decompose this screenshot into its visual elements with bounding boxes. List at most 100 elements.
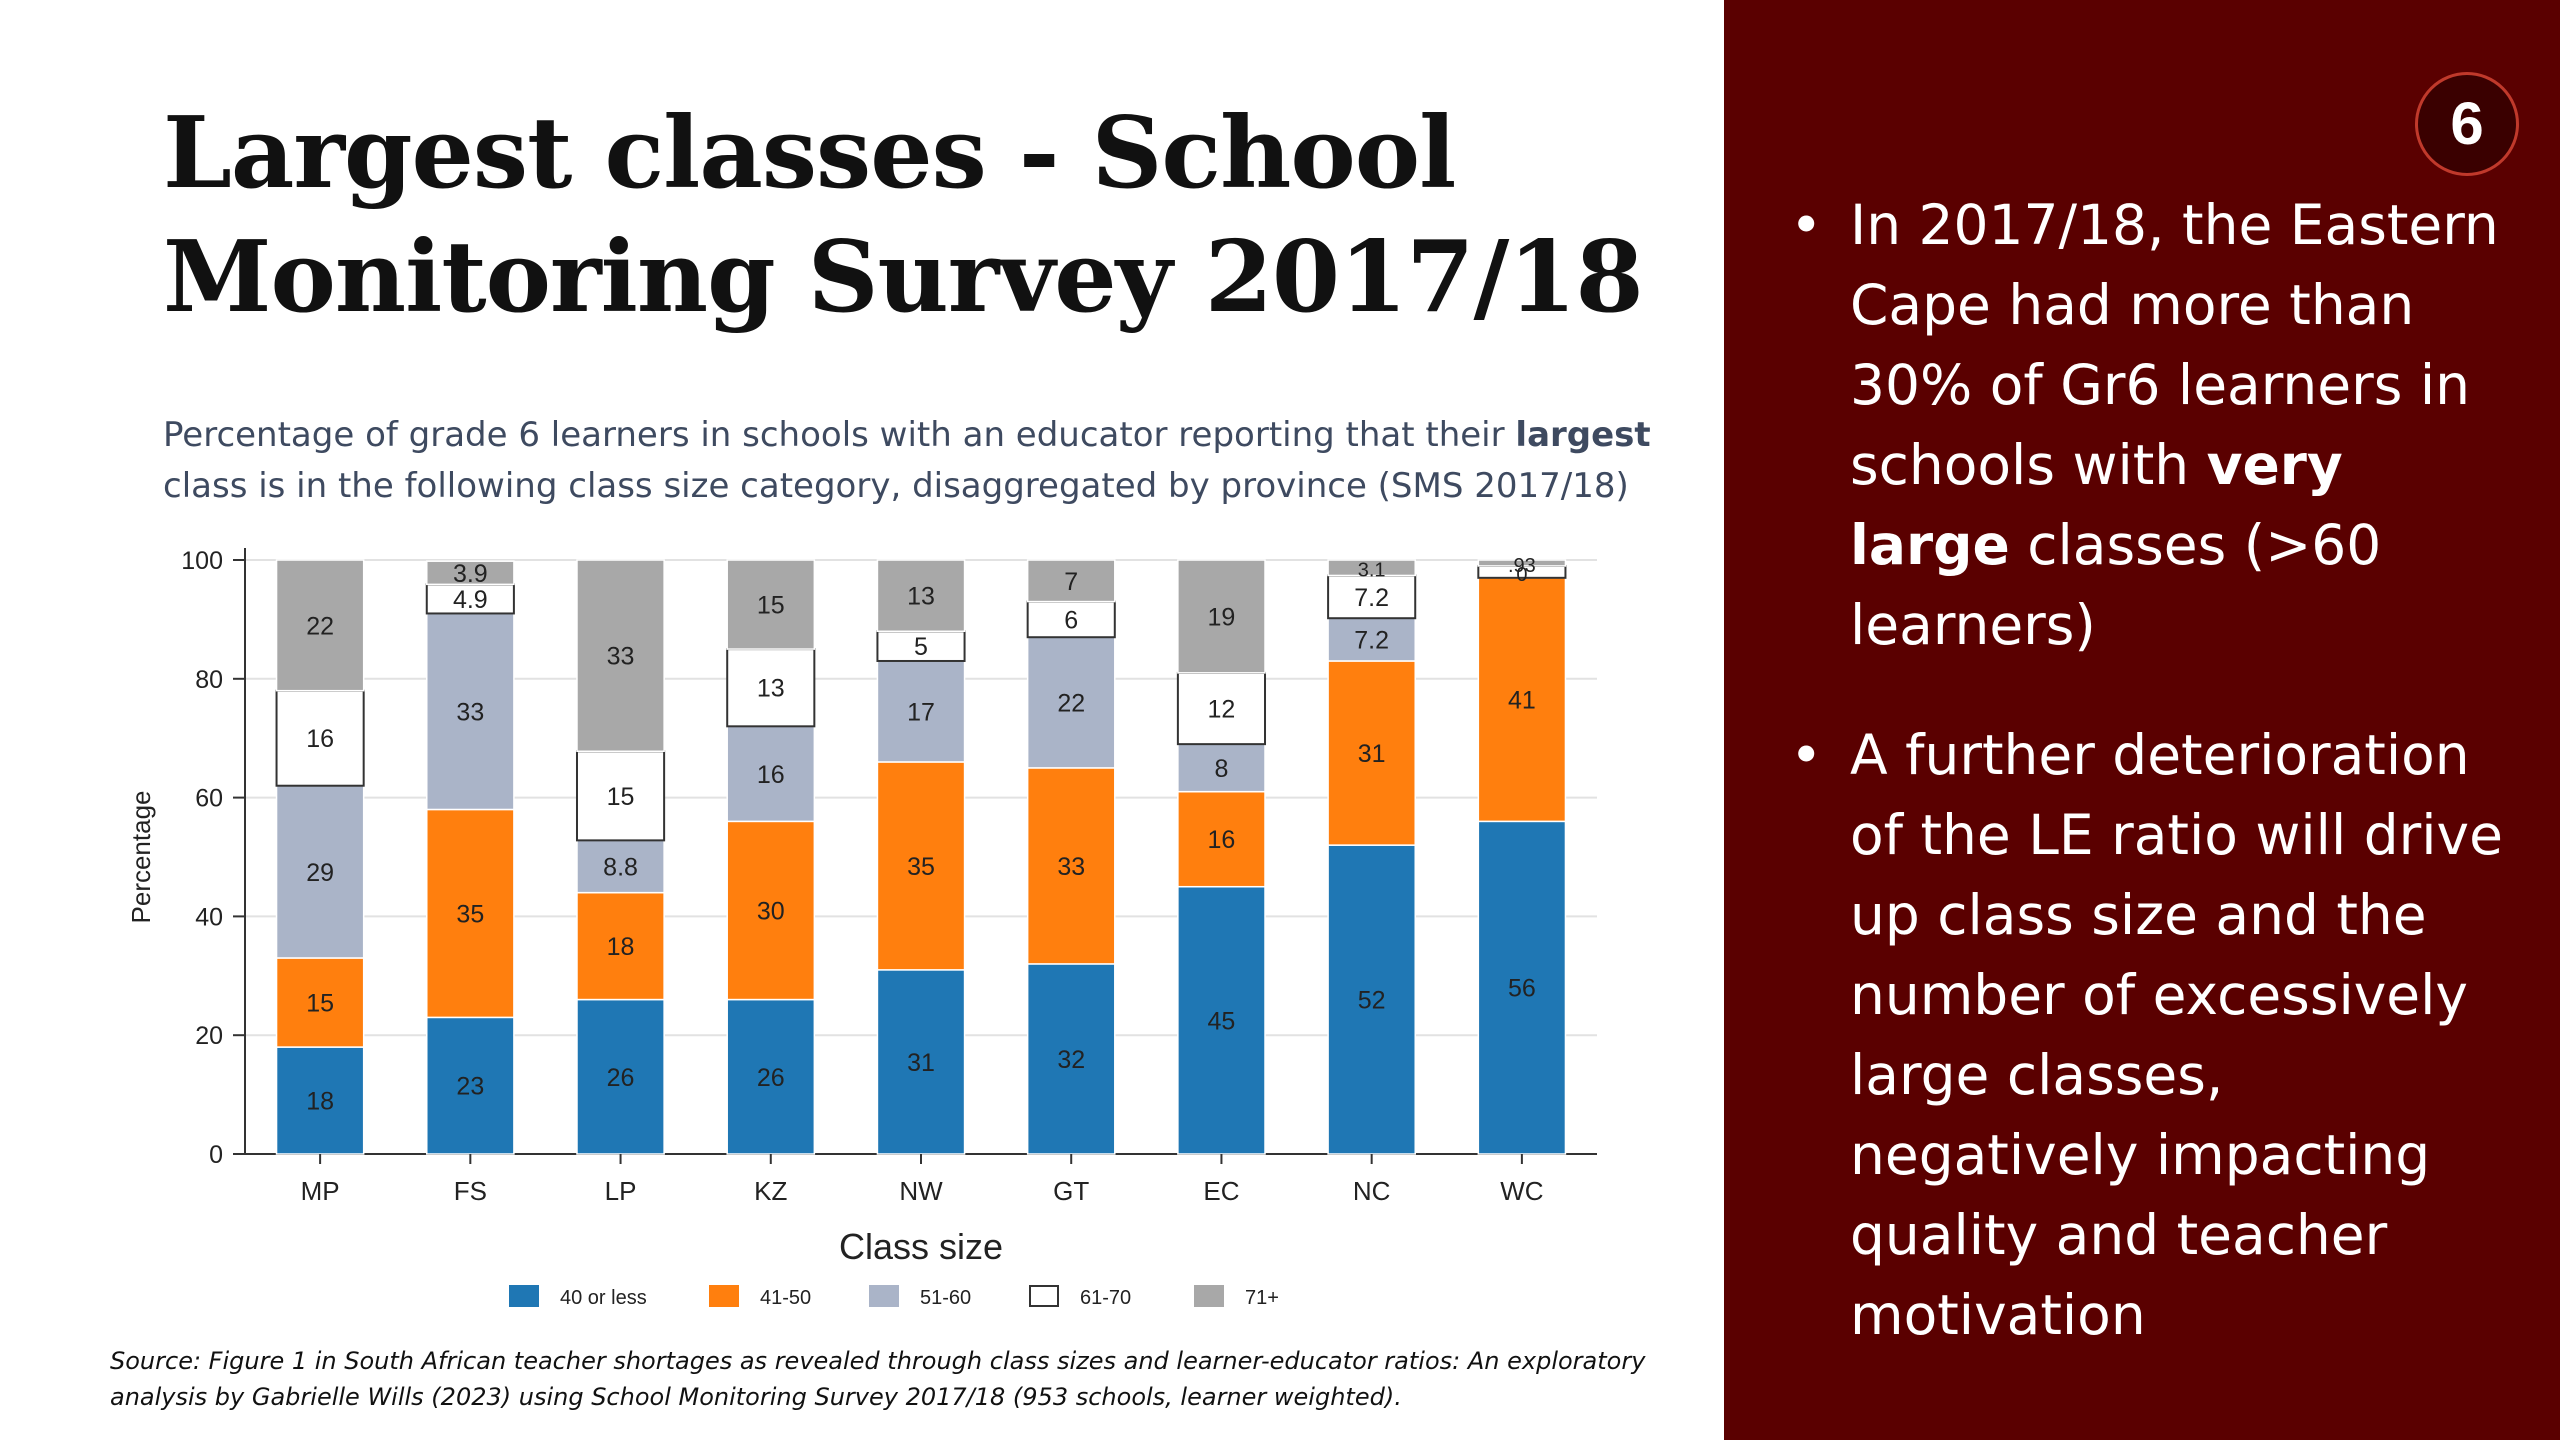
data-label: 15 bbox=[607, 783, 635, 811]
slide-content: Largest classes - School Monitoring Surv… bbox=[110, 92, 1683, 1411]
data-label: 35 bbox=[907, 853, 935, 881]
legend-swatch bbox=[1029, 1285, 1059, 1307]
data-label: 33 bbox=[607, 643, 635, 671]
data-label: 41 bbox=[1508, 687, 1536, 715]
bar-segment bbox=[1177, 790, 1266, 888]
data-label: 16 bbox=[306, 725, 334, 753]
data-label: 22 bbox=[306, 612, 334, 640]
bar-segment bbox=[876, 660, 966, 763]
legend-label: 61-70 bbox=[1080, 1287, 1131, 1309]
bar-segment bbox=[876, 559, 966, 633]
bar-segment bbox=[1327, 660, 1416, 846]
stacked-bar-chart: 0204060801001815291622MP2335334.93.9FS26… bbox=[126, 547, 1597, 1309]
bullet-1-text-end: classes (>60 learners) bbox=[1850, 513, 2382, 657]
slide-title: Largest classes - School Monitoring Surv… bbox=[163, 92, 1683, 340]
data-label: 33 bbox=[456, 698, 484, 726]
bar-segment bbox=[1327, 559, 1416, 577]
legend-label: 51-60 bbox=[920, 1287, 971, 1309]
bar-segment bbox=[1026, 767, 1116, 965]
bar-segment bbox=[426, 1016, 515, 1155]
x-tick-label: MP bbox=[301, 1176, 340, 1206]
data-label: 45 bbox=[1208, 1007, 1236, 1035]
data-label: 33 bbox=[1057, 853, 1085, 881]
data-label: 3.9 bbox=[453, 560, 488, 588]
y-tick-label: 40 bbox=[195, 903, 223, 931]
bar-segment bbox=[275, 784, 365, 959]
data-label: 35 bbox=[456, 900, 484, 928]
bar-segment bbox=[1327, 574, 1417, 620]
x-tick-label: KZ bbox=[754, 1176, 787, 1206]
title-line-1: Largest classes - School bbox=[163, 96, 1456, 211]
data-label: 19 bbox=[1208, 603, 1236, 631]
data-label: 18 bbox=[607, 933, 635, 961]
x-tick-label: GT bbox=[1053, 1176, 1089, 1206]
bullet-item: A further deterioration of the LE ratio … bbox=[1790, 715, 2520, 1355]
bar-segment bbox=[1026, 559, 1116, 603]
bar-segment bbox=[876, 969, 966, 1155]
bar-segment bbox=[576, 998, 665, 1155]
legend-swatch bbox=[509, 1285, 539, 1307]
bar-segment bbox=[1477, 577, 1567, 823]
data-label: 8.8 bbox=[603, 854, 638, 882]
data-label: 4.9 bbox=[453, 586, 488, 614]
legend-label: 40 or less bbox=[560, 1287, 647, 1309]
data-label: 26 bbox=[607, 1064, 635, 1092]
data-label: .93 bbox=[1508, 555, 1536, 577]
data-label: 8 bbox=[1214, 755, 1228, 783]
bar-segment bbox=[576, 891, 665, 1001]
data-label: 31 bbox=[1358, 740, 1386, 768]
y-tick-label: 100 bbox=[181, 547, 223, 575]
bullet-1-text-start: In 2017/18, the Eastern Cape had more th… bbox=[1850, 193, 2499, 497]
subtitle-bold-text: largest bbox=[1515, 415, 1651, 455]
data-label: 56 bbox=[1508, 975, 1536, 1003]
data-label: 15 bbox=[306, 990, 334, 1018]
bar-segment bbox=[425, 583, 515, 615]
data-label: 7.2 bbox=[1354, 584, 1389, 612]
bullet-list: In 2017/18, the Eastern Cape had more th… bbox=[1790, 185, 2520, 1355]
data-label: 5 bbox=[914, 633, 928, 661]
data-label: 23 bbox=[456, 1073, 484, 1101]
data-label: 16 bbox=[757, 761, 785, 789]
data-label: 6 bbox=[1064, 606, 1078, 634]
bar-segment bbox=[576, 559, 665, 753]
data-label: 26 bbox=[757, 1064, 785, 1092]
y-tick-label: 80 bbox=[195, 666, 223, 694]
x-tick-label: LP bbox=[605, 1176, 637, 1206]
data-label: 31 bbox=[907, 1049, 935, 1077]
legend-label: 41-50 bbox=[760, 1287, 811, 1309]
data-label: 12 bbox=[1208, 696, 1236, 724]
title-line-2: Monitoring Survey 2017/18 bbox=[163, 220, 1644, 335]
bar-segment bbox=[275, 689, 365, 787]
bar-segment bbox=[1177, 559, 1266, 674]
data-label: 7.2 bbox=[1354, 627, 1389, 655]
y-tick-label: 0 bbox=[209, 1141, 223, 1169]
y-axis-title: Percentage bbox=[126, 791, 156, 924]
bar-segment bbox=[1327, 617, 1416, 662]
data-label: 32 bbox=[1057, 1046, 1085, 1074]
bar-segment bbox=[576, 839, 665, 894]
bullet-2-text: A further deterioration of the LE ratio … bbox=[1850, 723, 2503, 1347]
x-tick-label: EC bbox=[1203, 1176, 1239, 1206]
bar-segment bbox=[426, 612, 515, 811]
bar-segment bbox=[426, 808, 515, 1019]
source-note: Source: Figure 1 in South African teache… bbox=[110, 1347, 1646, 1411]
x-tick-label: NW bbox=[899, 1176, 943, 1206]
data-label: 29 bbox=[306, 859, 334, 887]
data-label: 3.1 bbox=[1358, 560, 1386, 582]
x-tick-label: NC bbox=[1353, 1176, 1391, 1206]
data-label: 16 bbox=[1208, 826, 1236, 854]
bar-segment bbox=[575, 750, 666, 842]
bar-segment bbox=[1477, 559, 1567, 567]
data-label: 13 bbox=[757, 675, 785, 703]
legend-swatch bbox=[869, 1285, 899, 1307]
data-label: 13 bbox=[907, 583, 935, 611]
data-label: 0 bbox=[1516, 564, 1527, 586]
page-number-badge: 6 bbox=[2415, 72, 2519, 176]
data-label: 22 bbox=[1057, 690, 1085, 718]
bullet-item: In 2017/18, the Eastern Cape had more th… bbox=[1790, 185, 2520, 665]
bar-segment bbox=[1026, 636, 1116, 769]
data-label: 52 bbox=[1358, 987, 1386, 1015]
bar-segment bbox=[726, 725, 816, 823]
bar-segment bbox=[726, 648, 816, 728]
bar-segment bbox=[876, 761, 966, 971]
